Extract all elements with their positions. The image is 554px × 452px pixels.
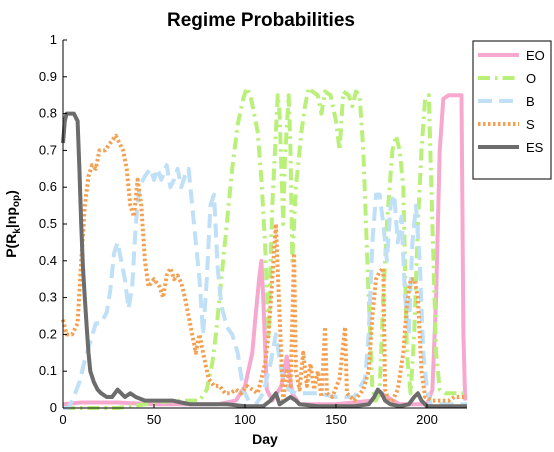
y-tick-label: 0.1 bbox=[39, 363, 57, 378]
y-tick-label: 0.3 bbox=[39, 290, 57, 305]
y-tick-label: 0.4 bbox=[39, 253, 57, 268]
series-line-o bbox=[63, 85, 467, 410]
legend-label-es: ES bbox=[526, 140, 544, 155]
y-axis-label: P(Rk|npop) bbox=[3, 190, 23, 258]
series-line-b bbox=[63, 163, 467, 410]
legend-label-eo: EO bbox=[526, 48, 545, 63]
y-tick-label: 0.2 bbox=[39, 326, 57, 341]
legend: EO OBS ES bbox=[472, 40, 552, 180]
y-tick-label: 0.5 bbox=[39, 216, 57, 231]
x-tick-label: 50 bbox=[147, 412, 161, 427]
series-line-s bbox=[61, 133, 467, 403]
x-tick-label: 0 bbox=[59, 412, 66, 427]
x-tick-label: 200 bbox=[416, 412, 438, 427]
y-tick-label: 0.9 bbox=[39, 69, 57, 84]
y-tick-label: 0.6 bbox=[39, 179, 57, 194]
chart-title: Regime Probabilities bbox=[167, 10, 355, 31]
x-tick-label: 100 bbox=[234, 412, 256, 427]
x-tick-label: 150 bbox=[325, 412, 347, 427]
legend-label-o: O bbox=[526, 71, 536, 86]
y-tick-label: 0.7 bbox=[39, 142, 57, 157]
legend-box bbox=[472, 40, 552, 180]
tick-layer: 0 50 100 150 200 0 0.1 0.2 0.3 0.4 0.5 0.6 0.7 0.8 0.9… bbox=[39, 32, 438, 427]
y-tick-label: 0.8 bbox=[39, 106, 57, 121]
x-axis-label: Day bbox=[252, 431, 278, 447]
legend-label-s: S bbox=[526, 117, 535, 132]
y-tick-label: 0 bbox=[50, 400, 57, 415]
series-line-es bbox=[61, 111, 467, 409]
series-layer bbox=[61, 85, 468, 410]
y-tick-label: 1 bbox=[50, 32, 57, 47]
legend-label-b: B bbox=[526, 94, 535, 109]
